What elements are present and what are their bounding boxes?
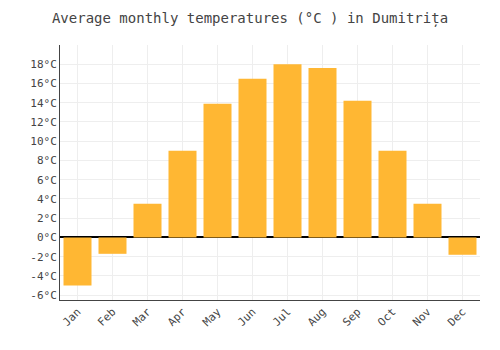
svg-text:Feb: Feb [95, 306, 118, 329]
svg-text:-2°C: -2°C [30, 251, 57, 264]
svg-text:Average monthly temperatures (: Average monthly temperatures (°C ) in Du… [52, 10, 448, 27]
svg-text:Nov: Nov [410, 305, 434, 329]
svg-text:May: May [200, 305, 224, 329]
svg-text:8°C: 8°C [37, 154, 57, 167]
svg-text:10°C: 10°C [30, 135, 57, 148]
svg-text:Jul: Jul [270, 306, 293, 329]
svg-text:2°C: 2°C [37, 212, 57, 225]
svg-text:12°C: 12°C [30, 116, 57, 129]
svg-text:-4°C: -4°C [30, 270, 57, 283]
svg-text:6°C: 6°C [37, 174, 57, 187]
svg-text:-6°C: -6°C [30, 289, 57, 302]
svg-text:Dec: Dec [445, 306, 468, 329]
svg-text:0°C: 0°C [37, 231, 57, 244]
svg-text:Sep: Sep [340, 306, 363, 329]
svg-text:Jun: Jun [235, 306, 258, 329]
svg-text:Mar: Mar [130, 305, 154, 329]
svg-text:Oct: Oct [375, 306, 398, 329]
svg-text:18°C: 18°C [30, 58, 57, 71]
svg-text:16°C: 16°C [30, 77, 57, 90]
svg-text:Jan: Jan [60, 306, 83, 329]
svg-text:Apr: Apr [165, 305, 189, 329]
svg-text:Aug: Aug [305, 306, 328, 329]
svg-text:14°C: 14°C [30, 97, 57, 110]
svg-text:4°C: 4°C [37, 193, 57, 206]
